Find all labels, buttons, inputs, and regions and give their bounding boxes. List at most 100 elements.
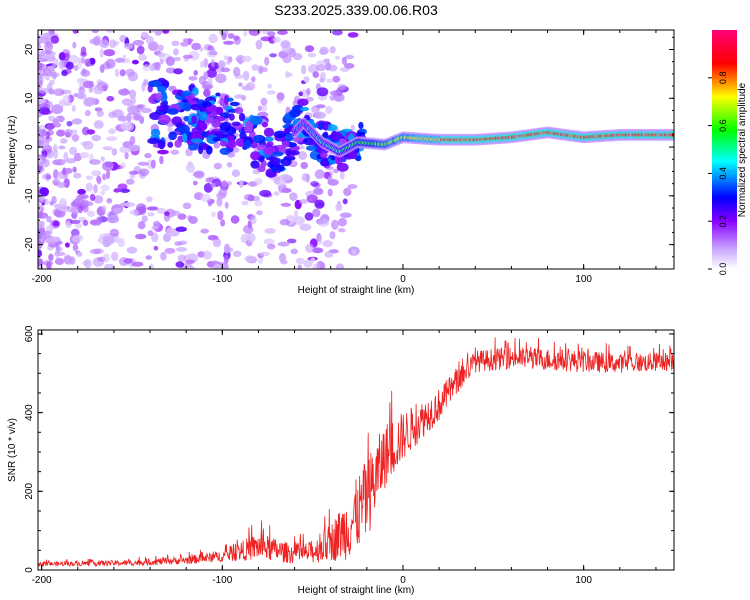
spectrogram-noise-cell	[217, 210, 224, 221]
spectrogram-noise-cell	[339, 212, 352, 218]
spectrogram-noise-cell	[166, 227, 176, 237]
spectrogram-noise-cell	[91, 170, 102, 177]
spectrogram-noise-cell	[106, 198, 113, 204]
spectrogram-energy-cell	[323, 121, 329, 131]
spectrogram-noise-cell	[177, 213, 187, 220]
spectrogram-noise-cell	[329, 90, 337, 96]
spectrogram-noise-cell	[106, 95, 115, 102]
spectrogram-noise-cell	[126, 246, 138, 254]
spectrogram-noise-cell	[102, 146, 113, 151]
spectrogram-noise-cell	[275, 180, 286, 187]
spectrogram-noise-cell	[91, 134, 101, 142]
spectrogram-noise-cell	[150, 159, 156, 169]
spectrogram-noise-cell	[157, 149, 169, 155]
spectrogram-noise-cell	[129, 174, 136, 179]
spectrogram-noise-cell	[304, 212, 314, 221]
spectrogram-noise-cell	[175, 226, 187, 232]
spectrogram-noise-cell	[213, 162, 222, 170]
spectrogram-noise-cell	[244, 255, 257, 263]
spectrogram-noise-cell	[311, 247, 324, 254]
spectrogram-energy-cell	[212, 137, 221, 142]
spectrogram-noise-cell	[192, 171, 204, 178]
spectrogram-energy-cell	[192, 87, 199, 96]
spectrogram-energy-cell	[225, 97, 234, 102]
spectrogram-energy-cell	[183, 102, 192, 112]
spectrogram-energy-cell	[297, 98, 309, 106]
spectrogram-noise-cell	[344, 63, 355, 69]
spectrogram-noise-cell	[293, 209, 299, 219]
spectrogram-energy-cell	[179, 124, 190, 135]
spectrogram-noise-cell	[67, 54, 79, 64]
spectrogram-noise-cell	[269, 53, 277, 58]
spectrogram-noise-cell	[63, 151, 69, 162]
spectrogram-noise-cell	[323, 58, 331, 63]
spectrogram-energy-cell	[152, 80, 163, 88]
spectrogram-noise-cell	[81, 68, 87, 75]
spectrogram-noise-cell	[93, 248, 104, 254]
spectrogram-noise-cell	[102, 173, 107, 181]
spectrogram-noise-cell	[71, 104, 76, 113]
spectrogram-noise-cell	[60, 138, 68, 144]
spectrogram-noise-cell	[173, 68, 184, 75]
spectrogram-energy-cell	[271, 165, 277, 173]
spectrogram-energy-cell	[330, 131, 343, 141]
spectrogram-noise-cell	[191, 42, 202, 51]
spectrogram-noise-cell	[314, 169, 325, 180]
spectrogram-energy-cell	[181, 90, 193, 97]
spectrogram-noise-cell	[233, 35, 240, 41]
spectrogram-noise-cell	[326, 78, 333, 83]
spectrogram-energy-cell	[239, 132, 247, 140]
spectrogram-noise-cell	[84, 58, 91, 67]
spectrogram-noise-cell	[38, 50, 45, 57]
spectrogram-noise-cell	[164, 247, 176, 254]
spectrogram-noise-cell	[106, 136, 118, 142]
spectrogram-noise-cell	[38, 73, 42, 81]
spectrogram-noise-cell	[324, 251, 334, 258]
spectrogram-noise-cell	[202, 250, 213, 260]
spectrogram-energy-cell	[157, 139, 166, 150]
spectrogram-noise-cell	[38, 103, 49, 108]
spectrogram-noise-cell	[188, 76, 198, 81]
spectrogram-noise-cell	[109, 39, 117, 48]
spectrogram-noise-cell	[111, 251, 119, 261]
spectrogram-noise-cell	[306, 88, 311, 95]
spectrogram-noise-cell	[212, 235, 219, 241]
snr-ylabel: SNR (10 * v/v)	[7, 418, 18, 482]
spectrogram-noise-cell	[277, 30, 288, 35]
spectrogram-noise-cell	[138, 168, 150, 177]
spectrogram-ylabel: Frequency (Hz)	[7, 116, 18, 185]
spectrogram-noise-cell	[121, 98, 133, 106]
spectrogram-noise-cell	[122, 88, 128, 93]
spectrogram-noise-cell	[151, 232, 159, 243]
spectrogram-noise-cell	[71, 236, 84, 242]
spectrogram-noise-cell	[52, 70, 57, 80]
spectrogram-noise-cell	[215, 73, 227, 84]
spectrogram-noise-cell	[216, 197, 223, 207]
spectrogram-noise-cell	[256, 210, 263, 216]
spectrogram-noise-cell	[71, 134, 80, 142]
spectrogram-energy-cell	[348, 150, 358, 160]
spectrogram-noise-cell	[342, 198, 348, 205]
spectrogram-noise-cell	[212, 237, 222, 248]
spectrogram-noise-cell	[280, 202, 292, 207]
spectrogram-noise-cell	[170, 210, 181, 216]
spectrogram-noise-cell	[45, 174, 52, 180]
spectrogram-noise-cell	[146, 206, 159, 211]
spectrogram-energy-cell	[300, 106, 310, 112]
spectrogram-noise-cell	[109, 228, 120, 237]
spectrogram-noise-cell	[260, 97, 268, 106]
spectrogram-xtick-label: 0	[400, 274, 406, 285]
spectrogram-energy-cell	[199, 123, 207, 131]
snr-ytick-label: 600	[24, 325, 35, 342]
spectrogram-ytick-label: -10	[24, 188, 35, 203]
spectrogram-noise-cell	[92, 36, 101, 46]
spectrogram-noise-cell	[341, 56, 347, 65]
spectrogram-noise-cell	[154, 61, 161, 71]
spectrogram-noise-cell	[137, 104, 145, 109]
spectrogram-noise-cell	[217, 60, 226, 69]
spectrogram-noise-cell	[263, 238, 275, 245]
spectrogram-noise-cell	[312, 71, 320, 78]
spectrogram-noise-cell	[51, 195, 57, 204]
spectrogram-noise-cell	[173, 56, 182, 62]
